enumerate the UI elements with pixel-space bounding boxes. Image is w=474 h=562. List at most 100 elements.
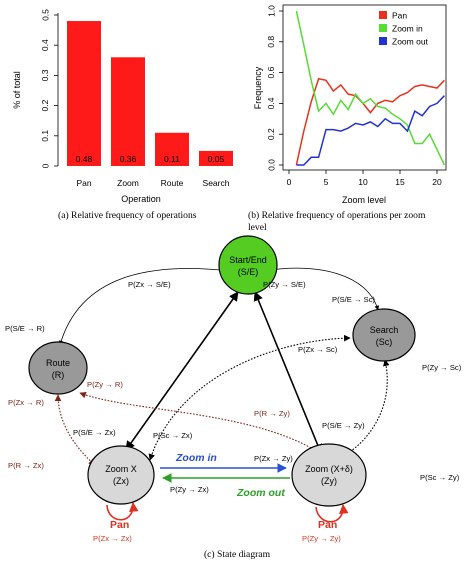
- bar-search: [199, 150, 233, 166]
- x-tick-label: Pan: [76, 178, 91, 188]
- y-tick-label: 0.2: [40, 99, 50, 111]
- node-route: Route (R): [28, 341, 88, 395]
- node-label: Search: [370, 325, 399, 335]
- y-tick-label: 0.4: [266, 97, 276, 109]
- edge-label-zx-r: P(Zx → R): [8, 398, 44, 407]
- edge-route-zx: [54, 394, 96, 466]
- self-loop-zx: [106, 502, 139, 521]
- y-tick-label: 1.0: [266, 5, 276, 17]
- edge-label-se-sc: P(S/E → Sc): [332, 295, 376, 304]
- node-zoom-x-ellipse: [87, 445, 155, 505]
- y-tick-label: 0.8: [266, 36, 276, 48]
- edge-label-r-zy: P(R → Zy): [254, 409, 290, 418]
- y-tick-label: 0.1: [40, 130, 50, 142]
- legend-swatch: [379, 24, 387, 32]
- bar-value-label: 0.05: [208, 154, 225, 164]
- edge-se-route: [58, 268, 231, 346]
- node-zoom-y-ellipse: [291, 443, 367, 507]
- bar-value-label: 0.36: [120, 154, 137, 164]
- x-tick-label: Search: [203, 178, 230, 188]
- node-search-ellipse: [352, 308, 416, 362]
- x-tick-label: 20: [432, 177, 442, 187]
- x-tick-label: Route: [161, 178, 184, 188]
- edge-label-zx-sc: P(Zx → Sc): [298, 345, 338, 354]
- node-abbr: (R): [52, 370, 65, 380]
- node-search: Search (Sc): [352, 308, 416, 362]
- edge-label-se-zx: P(S/E → Zx): [73, 428, 116, 437]
- y-axis-label: % of total: [12, 71, 22, 109]
- edge-label-zy-se: P(Zy → S/E): [263, 280, 306, 289]
- edge-se-search: [262, 267, 380, 311]
- edge-zy-se: [253, 291, 323, 454]
- pan-label-zy: Pan: [318, 519, 337, 531]
- node-abbr: (Zx): [113, 476, 129, 486]
- x-axis-label: Zoom level: [342, 195, 386, 205]
- caption-b-line2: level: [248, 222, 267, 233]
- y-tick-label: 0.4: [40, 39, 50, 51]
- x-tick-label: 15: [395, 177, 405, 187]
- node-zoom-x: Zoom X (Zx): [87, 445, 155, 505]
- x-axis-label: Operation: [121, 194, 161, 204]
- edge-label-r-zx: P(R → Zx): [8, 461, 44, 470]
- pan-label-zx: Pan: [110, 519, 129, 531]
- line-chart-frequency-per-zoom: 0.0 0.2 0.4 0.6 0.8 1.0 0 5 10 15 20 Frequency Zo…: [248, 4, 447, 233]
- y-axis-label: Frequency: [253, 66, 263, 109]
- self-loop-zy: [315, 504, 349, 523]
- edge-label-zy-r: P(Zy → R): [87, 380, 123, 389]
- edge-label-sc-zy: P(Sc → Zy): [420, 473, 460, 482]
- node-zoom-y: Zoom (X+δ) (Zy): [291, 443, 367, 507]
- legend-label: Zoom out: [392, 37, 429, 47]
- edge-label-se-r: P(S/E → R): [5, 324, 45, 333]
- y-tick-label: 0.3: [40, 69, 50, 81]
- edge-label-zy-zy: P(Zy → Zy): [302, 534, 341, 543]
- x-tick-label: 10: [358, 177, 368, 187]
- caption-c: (c) State diagram: [204, 549, 271, 560]
- node-label: Zoom (X+δ): [305, 464, 353, 474]
- zoom-in-label: Zoom in: [175, 452, 217, 464]
- edge-label-zx-zy: P(Zx → Zy): [254, 454, 293, 463]
- node-start-end: Start/End (S/E): [218, 235, 278, 295]
- node-route-ellipse: [28, 341, 88, 395]
- node-abbr: (Sc): [376, 337, 393, 347]
- edge-zx-search: [148, 334, 351, 461]
- edge-route-zy: [79, 392, 319, 453]
- edge-zx-se: [125, 291, 239, 451]
- plot-frame: [282, 4, 447, 171]
- node-abbr: (Zy): [321, 476, 337, 486]
- series-line-zoom-out: [296, 95, 445, 166]
- node-label: Start/End: [229, 255, 267, 265]
- node-abbr: (S/E): [238, 267, 259, 277]
- legend-swatch: [379, 11, 387, 19]
- bar-value-label: 0.48: [76, 154, 93, 164]
- edge-zy-search: [344, 359, 390, 456]
- edge-label-zy-zx: P(Zy → Zx): [170, 485, 209, 494]
- edge-label-sc-zx: P(Sc → Zx): [153, 431, 193, 440]
- legend: Pan Zoom in Zoom out: [379, 11, 429, 47]
- edge-label-zx-se: P(Zx → S/E): [128, 280, 171, 289]
- edge-label-zx-zx: P(Zx → Zx): [93, 534, 132, 543]
- bar-value-label: 0.11: [164, 154, 180, 164]
- x-tick-label: 0: [287, 177, 292, 187]
- legend-label: Zoom in: [392, 24, 423, 34]
- node-start-end-circle: [218, 235, 278, 295]
- caption-a: (a) Relative frequency of operations: [58, 210, 197, 221]
- y-tick-label: 0.2: [266, 128, 276, 140]
- bar-route: [155, 132, 189, 166]
- zoom-out-label: Zoom out: [236, 487, 285, 499]
- bar-chart-operations: 0.48 0.36 0.11 0.05 0 0.1 0.2 0.3 0.4 0.5 Pan Zoo…: [12, 9, 233, 221]
- node-label: Route: [46, 358, 70, 368]
- legend-label: Pan: [392, 11, 407, 21]
- edge-label-se-zy: P(S/E → Zy): [322, 421, 365, 430]
- x-tick-label: Zoom: [117, 178, 139, 188]
- bar-zoom: [111, 57, 145, 166]
- state-diagram: Start/End (S/E) Search (Sc) Route (R) Zo…: [5, 235, 462, 560]
- edge-label-zy-sc: P(Zy → Sc): [422, 363, 462, 372]
- x-tick-label: 5: [324, 177, 329, 187]
- y-tick-label: 0.5: [40, 9, 50, 21]
- node-label: Zoom X: [105, 464, 137, 474]
- series-line-zoom-in: [295, 10, 446, 166]
- bar-pan: [67, 21, 101, 167]
- y-tick-label: 0.0: [266, 159, 276, 171]
- y-tick-label: 0.6: [266, 66, 276, 78]
